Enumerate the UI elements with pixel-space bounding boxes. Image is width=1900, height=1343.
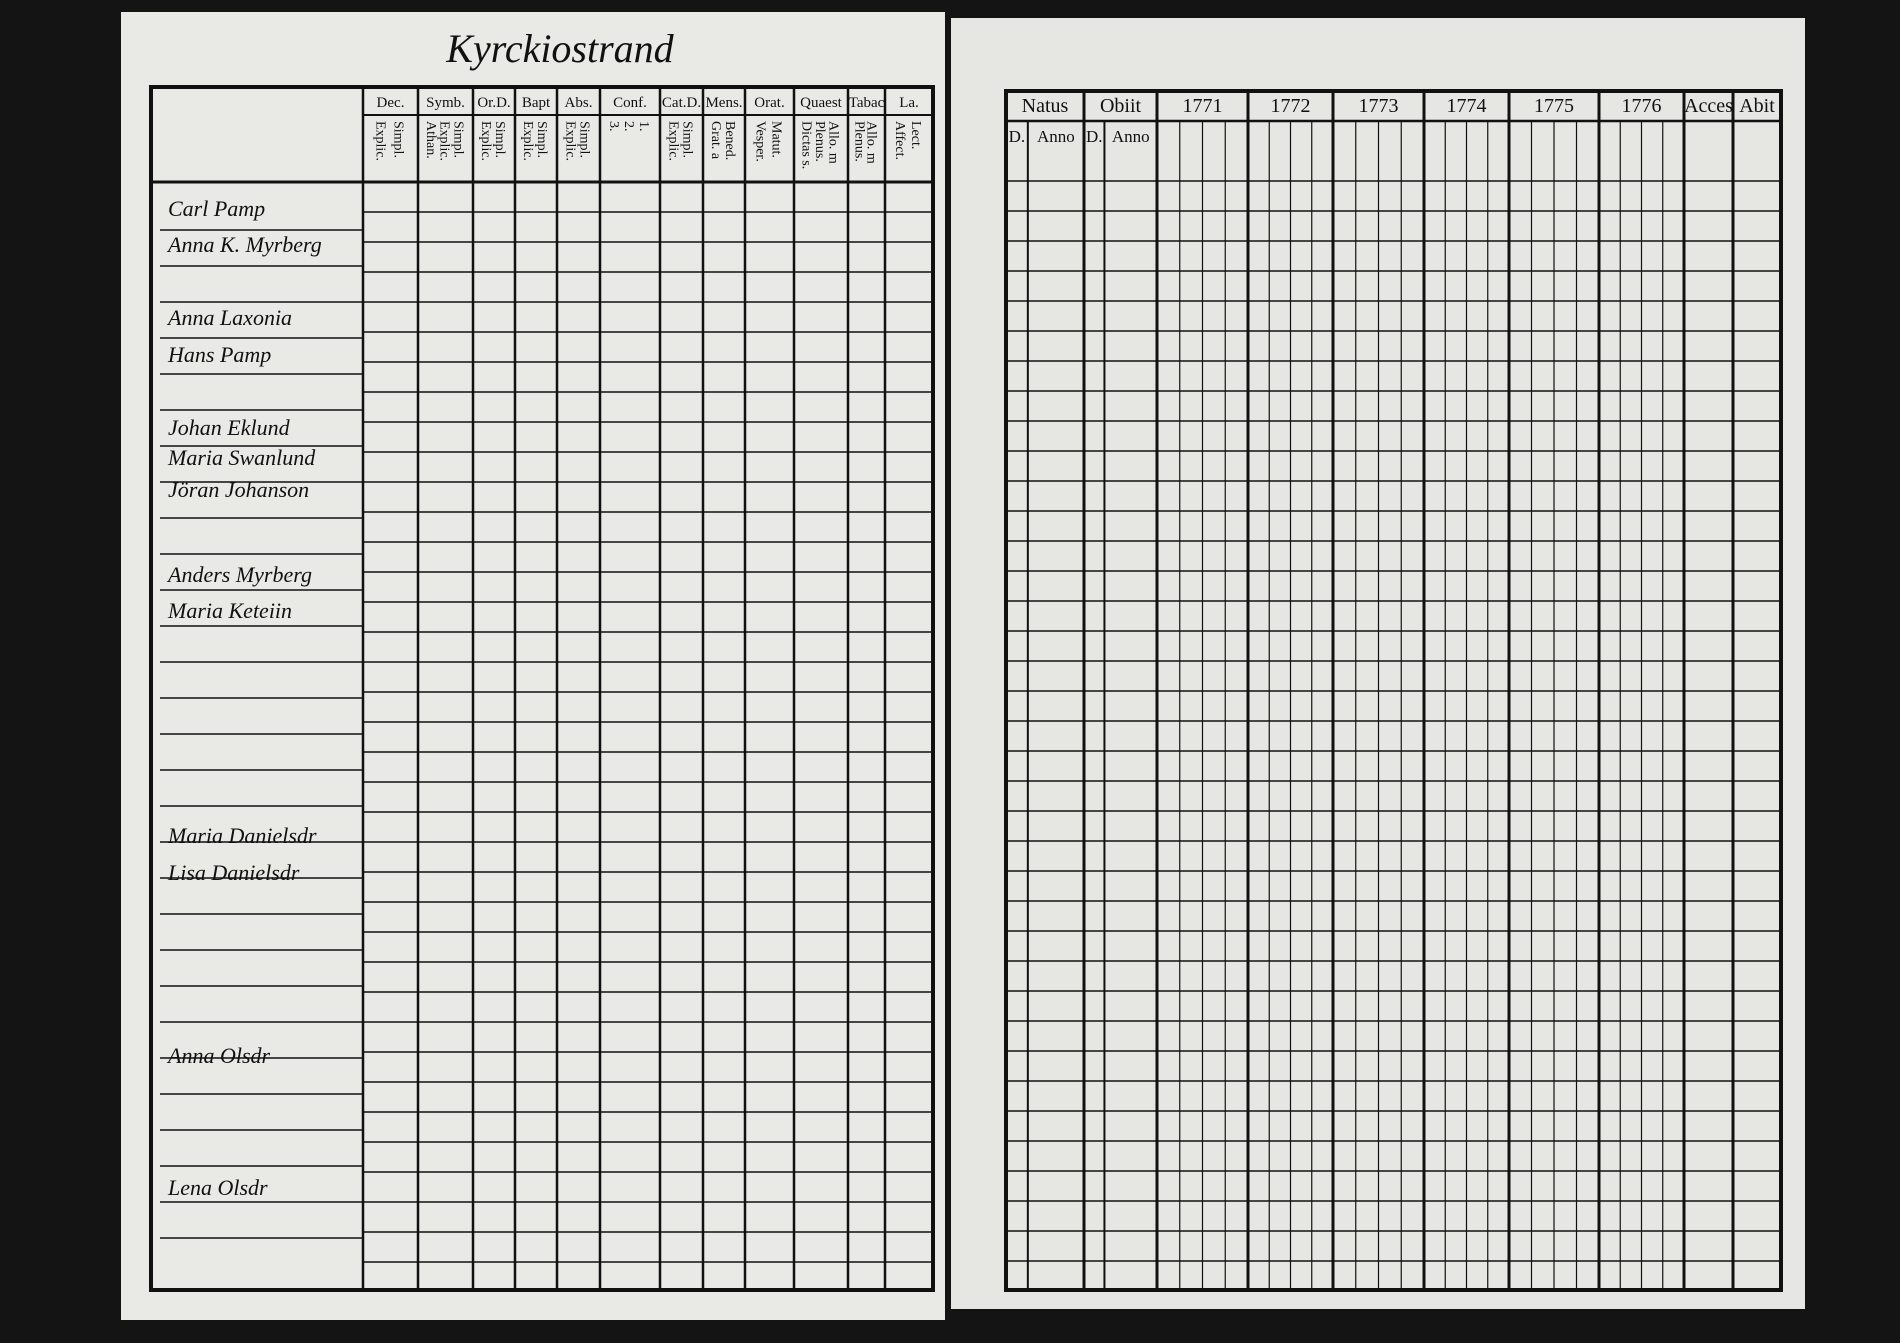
column-subheader: Explic. [478,121,493,161]
column-header: 1773 [1359,95,1399,117]
column-subheader: Anno [1112,127,1150,146]
column-header: Orat. [754,95,784,111]
column-subheader: Athan. [423,121,438,159]
column-subheader: Explic. [372,121,387,161]
column-header: Abs. [565,95,593,111]
column-subheader: Vesper. [752,121,767,162]
column-subheader: Simpl. [534,121,549,158]
column-subheader: Simpl. [492,121,507,158]
person-name: Anna Olsdr [166,1043,271,1068]
person-name: Anna Laxonia [166,305,292,330]
column-subheader: Simpl. [450,121,465,158]
person-name: Carl Pamp [168,196,265,221]
column-header: 1771 [1183,95,1223,117]
column-subheader: Bened. [722,121,737,160]
person-name: Hans Pamp [167,342,271,367]
column-subheader: Dictas s. [799,121,814,169]
column-subheader: 2. [621,121,636,132]
person-name: Maria Danielsdr [167,823,317,848]
column-header: Conf. [613,95,647,111]
column-subheader: Allo. m [826,121,841,164]
column-subheader: D. [1086,127,1103,146]
column-header: 1775 [1534,95,1574,117]
column-subheader: Simpl. [391,121,406,158]
column-subheader: Lect. [908,121,923,149]
column-subheader: Grat. a [708,121,723,160]
column-subheader: Anno [1037,127,1075,146]
person-name: Anna K. Myrberg [166,232,322,257]
column-header: Or.D. [477,95,510,111]
column-subheader: Explic. [665,121,680,161]
column-header: 1774 [1447,95,1487,117]
column-subheader: 1. [636,121,651,132]
person-name: Maria Keteiin [167,598,292,623]
column-subheader: Plenus. [812,121,827,162]
person-name: Jöran Johanson [168,477,309,502]
column-header: Abit [1739,95,1775,117]
column-subheader: Explic. [562,121,577,161]
person-name: Maria Swanlund [167,445,316,470]
column-header: La. [899,95,919,111]
column-header: Cat.D. [662,95,701,111]
column-header: 1772 [1271,95,1311,117]
column-header: Tabac [849,95,885,111]
column-subheader: Allo. m [864,121,879,164]
column-subheader: Explic. [520,121,535,161]
person-name: Lisa Danielsdr [167,860,300,885]
page-title: Kyrckiostrand [445,26,674,71]
column-subheader: Explic. [437,121,452,161]
column-subheader: D. [1009,127,1026,146]
column-header: Bapt [522,95,551,111]
column-subheader: Simpl. [680,121,695,158]
column-header: Dec. [377,95,405,111]
column-header: Obiit [1100,95,1142,117]
column-subheader: Plenus. [851,121,866,162]
person-name: Johan Eklund [168,415,291,440]
column-header: Natus [1022,95,1069,117]
column-subheader: Affect. [892,121,907,160]
person-name: Lena Olsdr [167,1175,268,1200]
column-header: Symb. [426,95,465,111]
column-header: Mens. [705,95,742,111]
column-subheader: Matut. [769,121,784,158]
column-header: 1776 [1622,95,1662,117]
table-frame [149,85,935,1292]
column-subheader: 3. [606,121,621,132]
column-header: Acces [1684,95,1733,117]
person-name: Anders Myrberg [166,562,312,587]
column-subheader: Simpl. [577,121,592,158]
column-header: Quaest [800,95,842,111]
